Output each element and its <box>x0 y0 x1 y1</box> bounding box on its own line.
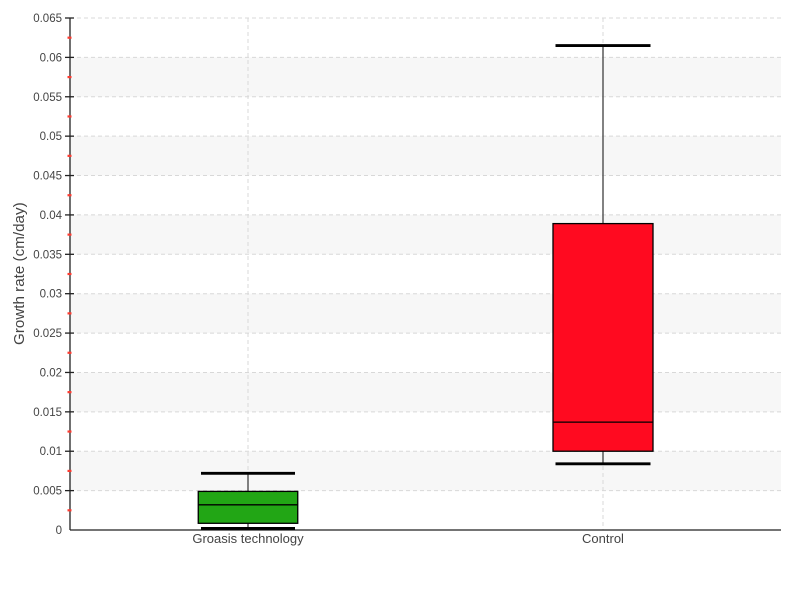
svg-text:0.02: 0.02 <box>40 367 62 379</box>
svg-text:0.005: 0.005 <box>33 486 62 498</box>
svg-text:0: 0 <box>56 525 62 537</box>
svg-text:0.025: 0.025 <box>33 328 62 340</box>
svg-text:0.05: 0.05 <box>40 131 62 143</box>
svg-text:0.06: 0.06 <box>40 52 62 64</box>
svg-text:0.01: 0.01 <box>40 446 62 458</box>
svg-text:0.045: 0.045 <box>33 171 62 183</box>
svg-text:0.055: 0.055 <box>33 92 62 104</box>
svg-text:0.04: 0.04 <box>40 210 63 222</box>
svg-text:0.03: 0.03 <box>40 289 62 301</box>
svg-text:0.065: 0.065 <box>33 13 62 25</box>
svg-text:0.015: 0.015 <box>33 407 62 419</box>
svg-text:0.035: 0.035 <box>33 249 62 261</box>
